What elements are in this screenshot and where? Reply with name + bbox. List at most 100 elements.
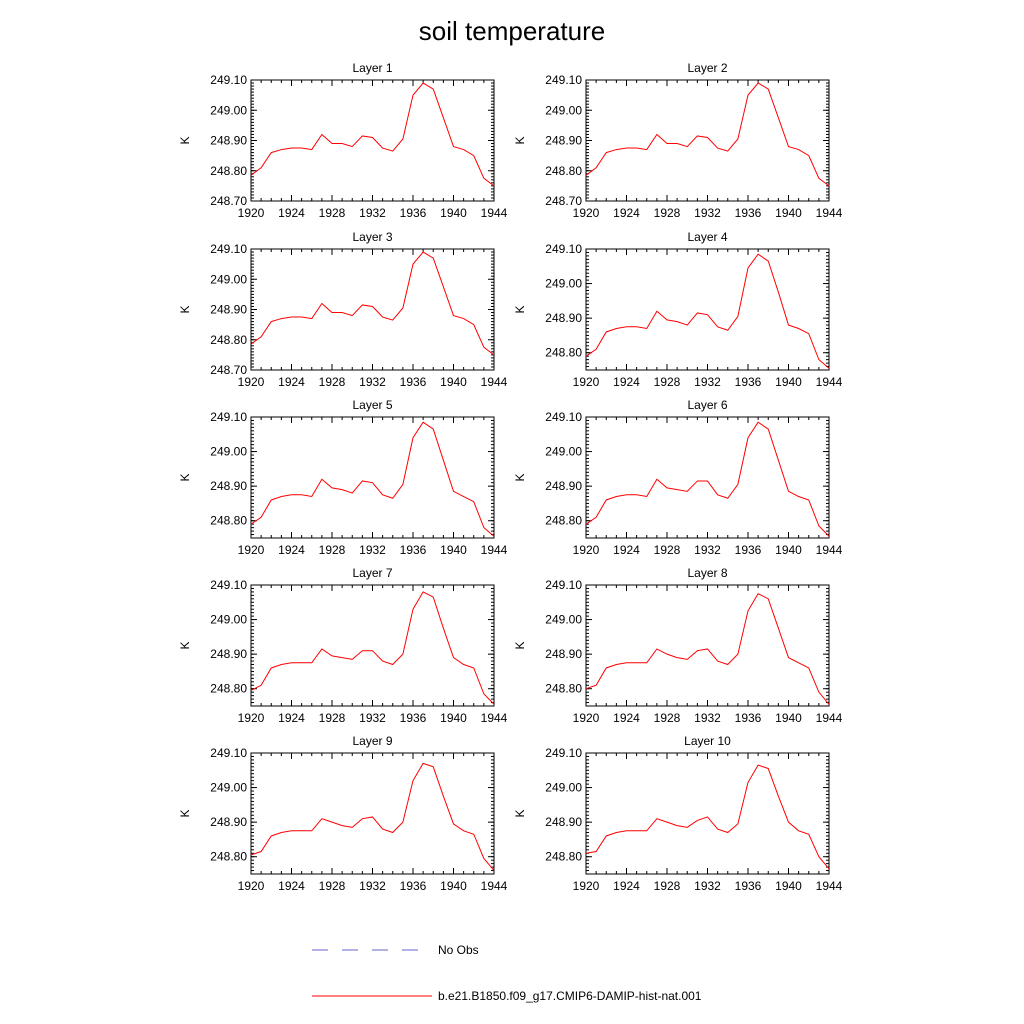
panel-layer-10: Layer 10 249.10 249.00 248.90 248.80 1920 1924…	[513, 734, 843, 893]
x-tick-label: 1924	[278, 879, 305, 893]
panel-title-layer-5: Layer 5	[352, 398, 392, 412]
x-tick-label: 1924	[278, 543, 305, 557]
x-tick-label: 1940	[440, 711, 467, 725]
panel-title-layer-3: Layer 3	[352, 230, 392, 244]
x-tick-label: 1940	[775, 206, 802, 220]
plot-frame	[585, 79, 830, 202]
x-tick-label: 1924	[613, 879, 640, 893]
x-tick-label: 1940	[775, 711, 802, 725]
series-line-model	[250, 421, 495, 537]
y-axis-label: K	[178, 473, 192, 481]
y-tick-label: 249.10	[210, 242, 247, 256]
y-tick-label: 248.90	[545, 311, 582, 325]
x-tick-label: 1936	[400, 543, 427, 557]
series-line-model	[585, 764, 830, 870]
x-tick-label: 1936	[735, 375, 762, 389]
series-line-model	[250, 82, 495, 187]
x-tick-label: 1932	[359, 543, 386, 557]
x-tick-label: 1940	[775, 543, 802, 557]
x-tick-label: 1932	[694, 206, 721, 220]
y-tick-label: 248.80	[210, 850, 247, 864]
y-tick-label: 248.90	[210, 815, 247, 829]
panel-title-layer-9: Layer 9	[352, 734, 392, 748]
y-axis-label: K	[178, 809, 192, 817]
panel-title-layer-4: Layer 4	[687, 230, 727, 244]
x-tick-label: 1940	[775, 879, 802, 893]
plot-frame	[250, 248, 495, 371]
x-tick-label: 1920	[573, 711, 600, 725]
series-line-model	[585, 592, 830, 705]
series-line-model	[585, 253, 830, 369]
x-tick-label: 1940	[440, 375, 467, 389]
x-tick-label: 1920	[573, 206, 600, 220]
x-tick-label: 1920	[238, 206, 265, 220]
y-tick-label: 249.00	[545, 445, 582, 459]
x-tick-label: 1944	[481, 375, 508, 389]
panel-title-layer-7: Layer 7	[352, 566, 392, 580]
y-tick-label: 249.10	[545, 746, 582, 760]
x-tick-label: 1924	[278, 375, 305, 389]
x-tick-label: 1920	[238, 375, 265, 389]
y-axis-label: K	[178, 136, 192, 144]
panel-layer-1: Layer 1249.10249.00248.90248.80248.70192…	[178, 61, 508, 220]
x-tick-label: 1928	[319, 543, 346, 557]
y-tick-label: 248.70	[545, 194, 582, 208]
x-tick-label: 1936	[400, 879, 427, 893]
y-tick-label: 249.10	[210, 578, 247, 592]
panel-title-layer-1: Layer 1	[352, 61, 392, 75]
plot-frame	[250, 752, 495, 875]
y-tick-label: 249.00	[210, 781, 247, 795]
y-tick-label: 248.90	[210, 647, 247, 661]
x-tick-label: 1920	[238, 711, 265, 725]
y-axis-label: K	[513, 305, 527, 313]
legend: No Obs b.e21.B1850.f09_g17.CMIP6-DAMIP-h…	[312, 943, 702, 1003]
y-tick-label: 248.90	[545, 134, 582, 148]
y-tick-label: 248.90	[545, 479, 582, 493]
x-tick-label: 1924	[278, 711, 305, 725]
plot-frame	[585, 584, 830, 707]
x-tick-label: 1936	[400, 206, 427, 220]
x-tick-label: 1932	[359, 711, 386, 725]
x-tick-label: 1944	[816, 206, 843, 220]
y-tick-label: 248.80	[545, 164, 582, 178]
x-tick-label: 1936	[735, 711, 762, 725]
y-tick-label: 248.80	[210, 514, 247, 528]
panel-title-layer-8: Layer 8	[687, 566, 727, 580]
x-tick-label: 1944	[816, 879, 843, 893]
y-tick-label: 249.10	[545, 242, 582, 256]
y-tick-label: 249.00	[210, 103, 247, 117]
panel-layer-8: Layer 8 249.10 249.00 248.90 248.80 1920 1924 1…	[513, 566, 843, 725]
x-tick-label: 1932	[694, 711, 721, 725]
x-tick-label: 1924	[613, 543, 640, 557]
plot-frame	[250, 584, 495, 707]
x-tick-label: 1944	[481, 206, 508, 220]
x-tick-label: 1928	[654, 543, 681, 557]
y-tick-label: 249.00	[545, 103, 582, 117]
y-tick-label: 248.80	[210, 164, 247, 178]
series-line-model	[250, 762, 495, 871]
panel-layer-3: Layer 3249.10249.00248.90248.80248.70192…	[178, 230, 508, 389]
x-tick-label: 1940	[440, 543, 467, 557]
x-tick-label: 1932	[359, 879, 386, 893]
x-tick-label: 1920	[238, 543, 265, 557]
panel-title-layer-2: Layer 2	[687, 61, 727, 75]
x-tick-label: 1944	[481, 879, 508, 893]
y-tick-label: 249.00	[210, 445, 247, 459]
x-tick-label: 1928	[654, 375, 681, 389]
series-line-model	[585, 82, 830, 187]
y-tick-label: 249.10	[210, 746, 247, 760]
y-tick-label: 248.90	[210, 134, 247, 148]
series-line-model	[585, 421, 830, 537]
plot-frame	[250, 79, 495, 202]
x-tick-label: 1928	[654, 879, 681, 893]
y-axis-label: K	[513, 136, 527, 144]
x-tick-label: 1936	[735, 879, 762, 893]
y-tick-label: 249.10	[545, 410, 582, 424]
x-tick-label: 1936	[400, 711, 427, 725]
y-tick-label: 248.80	[545, 850, 582, 864]
y-tick-label: 248.90	[210, 303, 247, 317]
y-axis-label: K	[178, 305, 192, 313]
x-tick-label: 1932	[694, 879, 721, 893]
y-tick-label: 248.70	[210, 363, 247, 377]
